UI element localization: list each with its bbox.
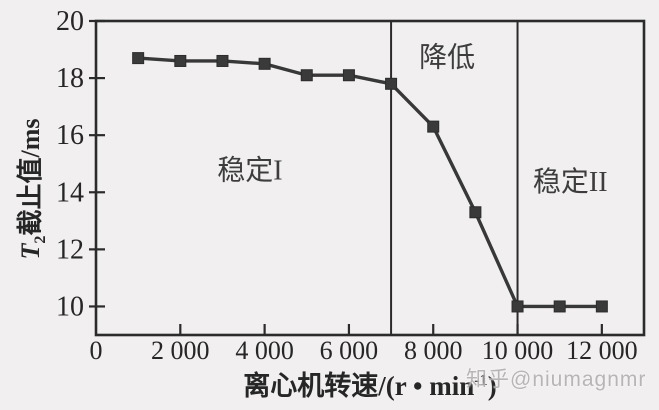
data-point-marker xyxy=(216,54,229,67)
data-point-marker xyxy=(174,54,187,67)
data-point-marker xyxy=(595,300,608,313)
x-tick-label: 4 000 xyxy=(235,336,294,365)
x-axis-exponent: -1 xyxy=(474,371,488,389)
x-tick-label: 12 000 xyxy=(566,336,638,365)
data-point-marker xyxy=(300,69,313,82)
x-axis-title-close: ) xyxy=(487,371,497,401)
y-tick-label: 16 xyxy=(56,120,84,151)
y-tick-label: 20 xyxy=(56,6,84,37)
y-axis-variable: T xyxy=(16,243,45,260)
data-point-marker xyxy=(427,120,440,133)
x-tick-label: 2 000 xyxy=(151,336,210,365)
data-point-marker xyxy=(132,52,145,65)
y-tick-label: 18 xyxy=(56,63,84,94)
watermark: 知乎@niumagnmr xyxy=(466,368,647,391)
y-axis-unit-text: 截止值/ms xyxy=(16,118,45,236)
y-tick-label: 10 xyxy=(56,291,84,322)
plot-border xyxy=(94,19,646,337)
data-point-marker xyxy=(553,300,566,313)
x-tick-label: 0 xyxy=(90,336,103,365)
x-axis-title: 离心机转速/(r • min-1) xyxy=(96,364,644,402)
data-point-marker xyxy=(342,69,355,82)
x-tick-label: 8 000 xyxy=(404,336,463,365)
y-tick-label: 12 xyxy=(56,234,84,265)
x-tick-label: 6 000 xyxy=(320,336,379,365)
data-point-marker xyxy=(469,206,482,219)
y-axis-variable-subscript: 2 xyxy=(32,235,50,244)
y-tick-label: 14 xyxy=(56,177,84,208)
x-tick-label: 10 000 xyxy=(482,336,554,365)
data-series-line xyxy=(138,56,602,309)
y-axis-title: T2截止值/ms xyxy=(14,89,50,289)
region-label: 稳定II xyxy=(533,166,608,198)
region-label: 稳定I xyxy=(217,154,282,186)
x-axis-title-text: 离心机转速/(r • min xyxy=(243,371,475,401)
data-point-marker xyxy=(511,300,524,313)
data-point-marker xyxy=(258,57,271,70)
region-label: 降低 xyxy=(419,42,475,74)
data-point-marker xyxy=(385,77,398,90)
